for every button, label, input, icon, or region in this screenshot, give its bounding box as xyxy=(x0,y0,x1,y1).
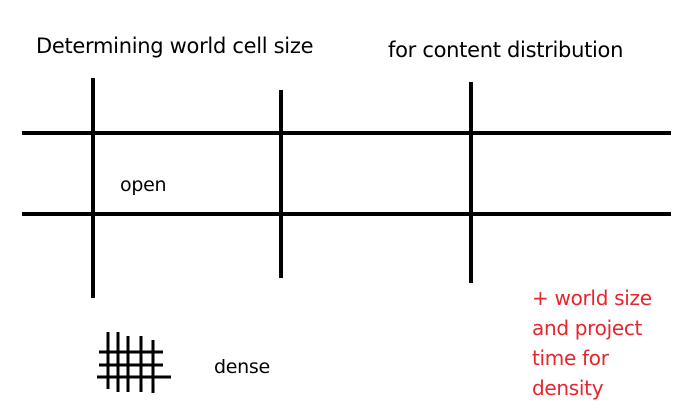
label-dense: dense xyxy=(214,356,270,378)
title-right: for content distribution xyxy=(388,38,624,62)
note-line: time for xyxy=(532,346,609,370)
label-open: open xyxy=(120,174,167,196)
density-note: + world size and project time for densit… xyxy=(532,283,652,403)
note-line: density xyxy=(532,376,604,400)
dense-grid xyxy=(97,332,171,393)
title-left: Determining world cell size xyxy=(36,34,314,58)
note-line: + world size xyxy=(532,286,652,310)
note-line: and project xyxy=(532,316,643,340)
